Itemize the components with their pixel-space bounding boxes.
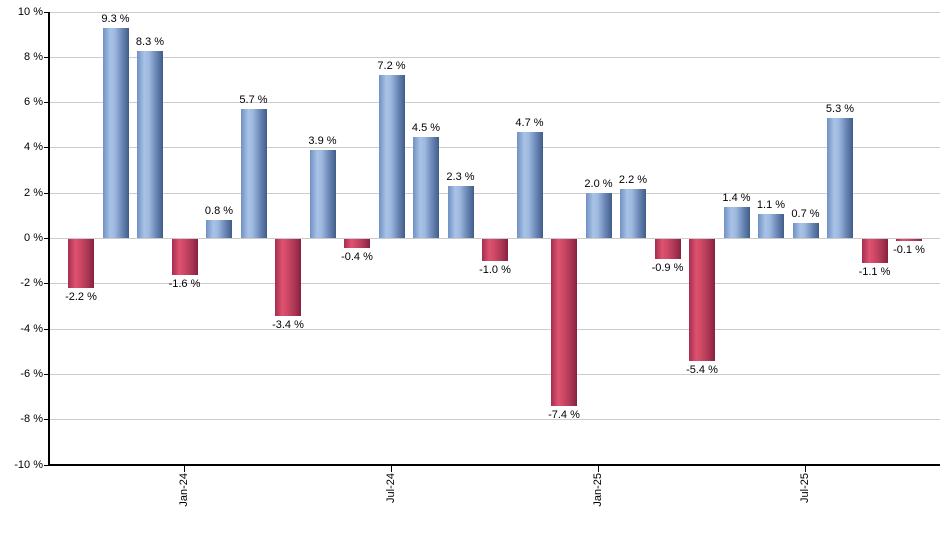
y-tick-mark [44, 464, 48, 466]
bar-negative [551, 238, 577, 407]
bar-positive [585, 193, 612, 239]
bar-value-label: -1.1 % [858, 266, 891, 279]
y-tick-mark [44, 56, 48, 58]
bar-positive [206, 220, 232, 239]
bar-value-label: 2.2 % [618, 173, 648, 186]
bar-negative [482, 238, 508, 262]
y-tick-mark [44, 147, 48, 149]
bar-value-label: -0.1 % [893, 243, 925, 256]
bar-positive [516, 132, 543, 239]
bar-value-label: 4.7 % [515, 117, 544, 130]
bar-value-label: 9.3 % [101, 12, 130, 25]
y-tick-label: 10 % [17, 5, 43, 18]
bar-value-label: 0.7 % [791, 207, 820, 220]
gridline [49, 147, 940, 149]
bar-value-label: 3.9 % [308, 135, 337, 148]
y-tick-mark [44, 328, 48, 330]
y-tick-label: -2 % [20, 277, 43, 290]
bar-positive [378, 75, 405, 239]
x-tick-label-text: Jul-24 [384, 473, 397, 503]
bar-value-label: -5.4 % [686, 363, 718, 376]
x-tick-label: Jan-25 [591, 473, 607, 512]
x-tick-mark [184, 465, 185, 472]
bar-value-label: -1.6 % [168, 277, 201, 290]
bar-negative [654, 238, 681, 259]
bar-value-label: -1.0 % [479, 264, 511, 277]
y-tick-label: 4 % [24, 141, 43, 154]
bar-positive [792, 222, 819, 239]
bar-value-label: 2.3 % [446, 171, 475, 184]
y-tick-mark [44, 11, 48, 13]
bar-value-label: -3.4 % [272, 318, 304, 331]
gridline [49, 283, 940, 285]
bar-negative [861, 238, 888, 264]
bar-positive [137, 50, 163, 239]
x-axis [48, 464, 940, 466]
y-tick-mark [44, 102, 48, 104]
y-tick-label: -10 % [14, 458, 43, 471]
x-tick-mark [598, 465, 599, 472]
bar-positive [827, 118, 853, 239]
bar-negative [689, 238, 715, 361]
bar-value-label: -2.2 % [65, 291, 97, 304]
y-tick-mark [44, 373, 48, 375]
x-tick-label-text: Jan-24 [177, 473, 190, 507]
y-tick-label: -4 % [20, 322, 43, 335]
bar-positive [447, 186, 474, 239]
bar-value-label: -0.4 % [341, 250, 373, 263]
x-tick-label: Jan-24 [177, 473, 193, 512]
bar-value-label: 8.3 % [135, 35, 165, 48]
bar-value-label: -0.9 % [651, 261, 684, 274]
y-axis [48, 12, 50, 466]
bar-value-label: 0.8 % [204, 205, 234, 218]
bar-negative [171, 238, 198, 275]
bar-value-label: 1.4 % [722, 191, 751, 204]
bar-value-label: 5.3 % [825, 103, 855, 116]
y-tick-label: -6 % [20, 367, 43, 380]
x-tick-label: Jul-24 [384, 473, 400, 508]
x-tick-mark [805, 465, 806, 472]
y-tick-mark [44, 419, 48, 421]
x-tick-label: Jul-25 [798, 473, 814, 508]
gridline [49, 373, 940, 375]
bar-value-label: 1.1 % [756, 198, 786, 211]
x-tick-label-text: Jul-25 [798, 473, 811, 503]
bar-negative [68, 238, 94, 289]
x-tick-label-text: Jan-25 [591, 473, 604, 507]
bar-value-label: 4.5 % [411, 121, 441, 134]
bar-positive [413, 136, 439, 239]
y-tick-label: 0 % [24, 232, 43, 244]
y-tick-mark [44, 283, 48, 285]
bar-negative [344, 238, 370, 248]
bar-positive [723, 206, 750, 239]
gridline [49, 328, 940, 330]
y-tick-label: 6 % [24, 96, 43, 109]
bar-negative [896, 238, 922, 241]
bar-positive [102, 27, 129, 239]
y-tick-label: 2 % [24, 186, 43, 199]
gridline [49, 11, 940, 13]
gridline [49, 192, 940, 194]
bar-value-label: 5.7 % [239, 94, 268, 107]
bar-value-label: -7.4 % [548, 409, 580, 422]
gridline [49, 419, 940, 421]
x-tick-mark [391, 465, 392, 472]
bar-value-label: 7.2 % [377, 60, 406, 73]
bar-positive [758, 213, 784, 239]
y-tick-mark [44, 238, 48, 239]
bar-positive [620, 188, 646, 239]
gridline [49, 102, 940, 104]
bar-negative [275, 238, 301, 316]
gridline [49, 56, 940, 58]
y-tick-label: 8 % [24, 50, 43, 63]
y-tick-label: -8 % [20, 413, 43, 426]
y-tick-mark [44, 192, 48, 194]
bar-value-label: 2.0 % [584, 178, 613, 191]
bar-positive [309, 150, 336, 239]
bar-positive [240, 109, 267, 239]
